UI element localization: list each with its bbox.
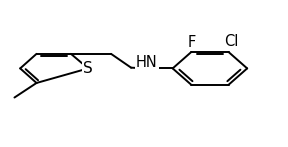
Text: Cl: Cl	[224, 34, 238, 49]
Text: HN: HN	[136, 55, 158, 70]
Text: F: F	[187, 35, 196, 50]
Text: S: S	[83, 61, 93, 76]
